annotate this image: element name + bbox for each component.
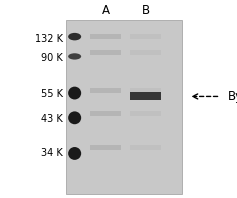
Text: Bystin: Bystin (228, 90, 237, 103)
Text: 132 K: 132 K (35, 34, 63, 44)
Bar (130, 145, 161, 150)
Bar (90, 50, 121, 55)
Bar (130, 92, 161, 100)
Bar (66, 20, 182, 194)
Ellipse shape (68, 33, 81, 40)
Bar (90, 34, 121, 39)
Bar (130, 34, 161, 39)
Ellipse shape (68, 53, 81, 60)
Bar (130, 50, 161, 55)
Bar (130, 88, 161, 93)
Text: 34 K: 34 K (41, 148, 63, 158)
Text: 55 K: 55 K (41, 89, 63, 99)
Text: A: A (101, 4, 109, 17)
Bar (90, 145, 121, 150)
Bar (90, 111, 121, 116)
Ellipse shape (68, 147, 81, 160)
Bar (90, 88, 121, 93)
Text: B: B (142, 4, 150, 17)
Ellipse shape (68, 111, 81, 124)
Text: 43 K: 43 K (41, 114, 63, 124)
Ellipse shape (68, 87, 81, 99)
Text: 90 K: 90 K (41, 53, 63, 63)
Bar (130, 111, 161, 116)
